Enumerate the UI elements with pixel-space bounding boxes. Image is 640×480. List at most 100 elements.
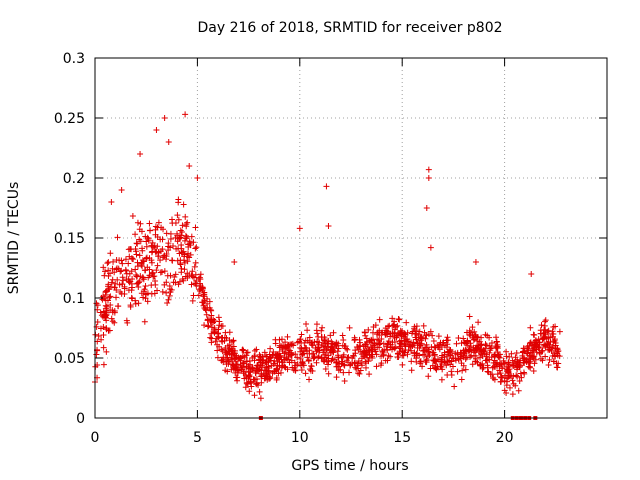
data-point [352,347,359,354]
data-point [182,213,189,220]
data-point [284,356,291,363]
data-point [204,300,211,307]
data-point [444,334,451,341]
data-point [98,312,105,319]
data-point [102,268,109,275]
data-point [531,332,538,339]
data-point [391,318,398,325]
data-point [407,343,414,350]
data-point [226,341,233,348]
data-point [228,346,235,353]
data-point [504,378,511,385]
data-point [142,295,149,302]
data-point [183,221,190,228]
data-point [136,236,143,243]
data-point [263,353,270,360]
data-point [276,363,283,370]
data-point [243,358,250,365]
x-axis-label: GPS time / hours [291,458,408,474]
data-point [108,315,115,322]
data-point [418,334,425,341]
data-point [192,245,199,252]
data-point [368,336,375,343]
data-point [108,279,115,286]
data-point [373,351,380,358]
data-point [132,266,139,273]
data-point [503,389,510,396]
data-point [392,323,399,330]
data-point [538,322,545,329]
data-point [192,224,199,231]
data-point [355,370,362,377]
data-point [306,339,313,346]
data-point [399,361,406,368]
data-point [499,374,506,381]
data-point-outlier [323,183,330,190]
data-point [333,339,340,346]
data-point [520,348,527,355]
data-point [148,259,155,266]
data-point [179,276,186,283]
data-point [200,302,207,309]
data-point [124,319,131,326]
data-point [218,357,225,364]
data-point [195,292,202,299]
data-point [516,378,523,385]
data-point [408,358,415,365]
data-point [144,290,151,297]
data-point [141,286,148,293]
data-point [546,356,553,363]
data-point [472,331,479,338]
data-point [483,357,490,364]
data-point [167,244,174,251]
data-point [455,355,462,362]
data-point [387,333,394,340]
data-point [244,349,251,356]
data-point [451,383,458,390]
data-point [159,288,166,295]
data-point [489,371,496,378]
data-point [469,361,476,368]
data-point [138,261,145,268]
data-point [224,368,231,375]
data-point [106,294,113,301]
chart-title: Day 216 of 2018, SRMTID for receiver p80… [197,20,502,36]
data-point [121,285,128,292]
data-point [151,273,158,280]
data-point [247,378,254,385]
data-point [100,344,107,351]
data-point [402,342,409,349]
data-point [469,324,476,331]
data-point [253,365,260,372]
data-point [249,364,256,371]
data-point [529,347,536,354]
data-point [157,257,164,264]
data-point [170,242,177,249]
data-point [417,342,424,349]
data-point [418,340,425,347]
data-point [184,258,191,265]
data-point [246,388,253,395]
data-point [487,345,494,352]
data-point [484,368,491,375]
data-point [537,350,544,357]
data-point [181,266,188,273]
data-point [404,351,411,358]
data-point [211,317,218,324]
data-point [100,264,107,271]
data-point [187,251,194,258]
data-point [491,352,498,359]
data-point [112,280,119,287]
data-point [189,268,196,275]
data-point [335,354,342,361]
data-point [216,343,223,350]
data-point [137,273,144,280]
data-point [437,341,444,348]
data-point [225,358,232,365]
data-point [103,348,110,355]
data-point [261,349,268,356]
data-point [401,333,408,340]
data-point [520,345,527,352]
data-point [545,362,552,369]
data-point [219,356,226,363]
